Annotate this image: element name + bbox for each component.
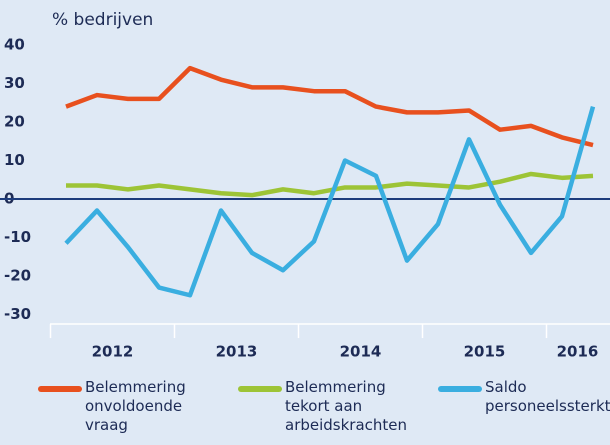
y-tick-label: -10 (4, 228, 31, 246)
legend-label: Belemmering onvoldoende vraag (85, 378, 186, 434)
legend-swatch (38, 386, 82, 392)
y-tick-label: -30 (4, 305, 31, 323)
series-line (66, 171, 594, 198)
x-tick-label: 2016 (557, 343, 599, 361)
y-tick-label: 20 (4, 113, 25, 131)
legend-entry: Belemmering tekort aan arbeidskrachten (238, 378, 425, 435)
legend-entry: Belemmering onvoldoende vraag (38, 378, 205, 435)
chart-title: % bedrijven (52, 10, 153, 30)
y-tick-label: 10 (4, 151, 25, 169)
y-tick-label: 30 (4, 74, 25, 92)
series-line (65, 65, 594, 148)
x-tick-label: 2014 (340, 343, 382, 361)
legend-entry: Saldo personeelssterkte (438, 378, 610, 416)
x-tick-label: 2015 (464, 343, 506, 361)
x-tick-label: 2013 (216, 343, 258, 361)
x-tick-label: 2012 (92, 343, 134, 361)
legend-swatch (238, 386, 282, 392)
legend-label: Belemmering tekort aan arbeidskrachten (285, 378, 408, 434)
y-tick-label: -20 (4, 267, 31, 285)
y-tick-label: 40 (4, 36, 25, 54)
legend-label: Saldo personeelssterkte (485, 378, 610, 415)
legend-swatch (438, 386, 482, 392)
series-line (64, 105, 596, 298)
